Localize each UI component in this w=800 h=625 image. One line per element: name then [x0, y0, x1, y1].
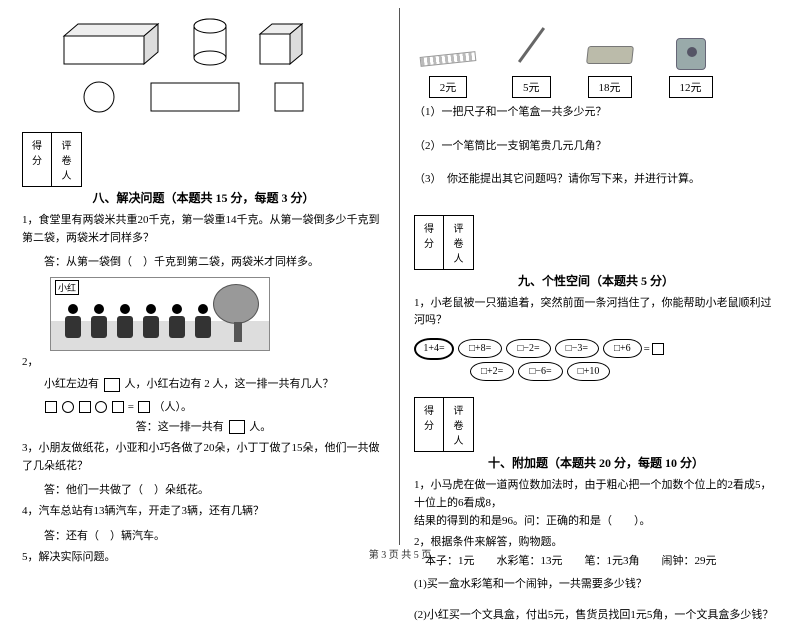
river-end-box[interactable] [652, 343, 664, 355]
river-chain-2: □+2= □−6= □+10 [470, 362, 778, 381]
shapes-row-2 [82, 80, 385, 114]
price-stapler: 18元 [588, 76, 632, 98]
circle-icon [82, 80, 116, 114]
question-2-formula: = （人）。 [44, 398, 385, 414]
river-step: □−6= [518, 362, 562, 381]
question-3-answer: 答：他们一共做了（ ）朵纸花。 [44, 481, 385, 497]
river-step: □−2= [506, 339, 550, 358]
grader-label: 评卷人 [444, 215, 474, 270]
stapler-icon [586, 46, 634, 64]
ruler-item: 2元 [420, 46, 476, 98]
score-box-8: 得分 评卷人 [22, 132, 385, 187]
worksheet-page: 得分 评卷人 八、解决问题（本题共 15 分，每题 3 分） 1，食堂里有两袋米… [0, 0, 800, 545]
section-10-title: 十、附加题（本题共 20 分，每题 10 分） [414, 454, 778, 471]
blank-box[interactable] [229, 420, 245, 434]
square-icon [274, 82, 304, 112]
sharpener-item: 12元 [669, 36, 713, 98]
question-4-answer: 答：还有（ ）辆汽车。 [44, 527, 385, 543]
pencil-icon [518, 27, 545, 63]
right-column: 2元 5元 18元 12元 （1）一把尺子和一个笔盒一共多少元？ （2）一个笔筒… [400, 8, 782, 545]
question-2-line1: 小红左边有 人，小红右边有 2 人，这一排一共有几人？ [44, 375, 385, 391]
price-pencil: 5元 [512, 76, 551, 98]
question-9-1: 1，小老鼠被一只猫追着，突然前面一条河挡住了，你能帮助小老鼠顺利过河吗？ [414, 295, 778, 330]
price-items-row: 2元 5元 18元 12元 [420, 24, 778, 98]
river-step: □−3= [555, 339, 599, 358]
tree-icon [213, 284, 263, 344]
question-1: 1，食堂里有两袋米共重20千克，第一袋重14千克。从第一袋倒多少千克到第二袋，两… [22, 212, 385, 247]
kids-illustration: 小红 [50, 277, 270, 351]
question-10-1a: 1，小马虎在做一道两位数加法时，由于粗心把一个加数个位上的2看成5，十位上的6看… [414, 477, 778, 512]
score-box-9: 得分 评卷人 [414, 215, 778, 270]
river-chain: 1+4= □+8= □−2= □−3= □+6 = [414, 338, 778, 360]
question-10-2-2: (2)小红买一个文具盒，付出5元，售货员找回1元5角，一个文具盒多少钱？ [414, 607, 778, 625]
left-column: 得分 评卷人 八、解决问题（本题共 15 分，每题 3 分） 1，食堂里有两袋米… [18, 8, 400, 545]
question-3: 3，小朋友做纸花，小亚和小巧各做了20朵，小丁丁做了15朵，他们一共做了几朵纸花… [22, 440, 385, 475]
xiaohong-tag: 小红 [55, 280, 79, 295]
cuboid-icon [62, 22, 162, 66]
river-step: □+2= [470, 362, 514, 381]
grader-label: 评卷人 [52, 132, 82, 187]
stapler-item: 18元 [587, 38, 633, 98]
river-start: 1+4= [414, 338, 454, 360]
river-step: □+10 [567, 362, 611, 381]
page-footer: 第 3 页 共 5 页 [0, 546, 800, 561]
score-label: 得分 [414, 397, 444, 452]
price-sharpener: 12元 [669, 76, 713, 98]
question-2-answer: 答：这一排一共有 人。 [22, 418, 385, 434]
river-step: □+6 [603, 339, 642, 358]
question-2-number: 2， [22, 353, 385, 369]
rectangle-icon [150, 82, 240, 112]
question-10-1b: 结果的得到的和是96。问：正确的和是（ ）。 [414, 512, 778, 528]
score-label: 得分 [22, 132, 52, 187]
cylinder-icon [192, 18, 228, 66]
pencil-item: 5元 [512, 24, 551, 98]
sharpener-icon [676, 38, 706, 70]
sub-question-2: （2）一个笔筒比一支钢笔贵几元几角？ [414, 138, 778, 156]
question-10-2-1: (1)买一盒水彩笔和一个闹钟，一共需要多少钱？ [414, 576, 778, 594]
grader-label: 评卷人 [444, 397, 474, 452]
question-1-answer: 答：从第一袋倒（ ）千克到第二袋，两袋米才同样多。 [44, 253, 385, 269]
shapes-row-1 [62, 18, 385, 66]
section-8-title: 八、解决问题（本题共 15 分，每题 3 分） [22, 189, 385, 206]
ruler-icon [420, 51, 477, 67]
score-box-10: 得分 评卷人 [414, 397, 778, 452]
score-label: 得分 [414, 215, 444, 270]
section-9-title: 九、个性空间（本题共 5 分） [414, 272, 778, 289]
river-step: □+8= [458, 339, 502, 358]
sub-question-3: （3） 你还能提出其它问题吗？请你写下来，并进行计算。 [414, 171, 778, 189]
blank-box[interactable] [104, 378, 120, 392]
question-4: 4，汽车总站有13辆汽车，开走了3辆，还有几辆？ [22, 503, 385, 521]
cube-icon [258, 22, 306, 66]
sub-question-1: （1）一把尺子和一个笔盒一共多少元？ [414, 104, 778, 122]
price-ruler: 2元 [429, 76, 468, 98]
